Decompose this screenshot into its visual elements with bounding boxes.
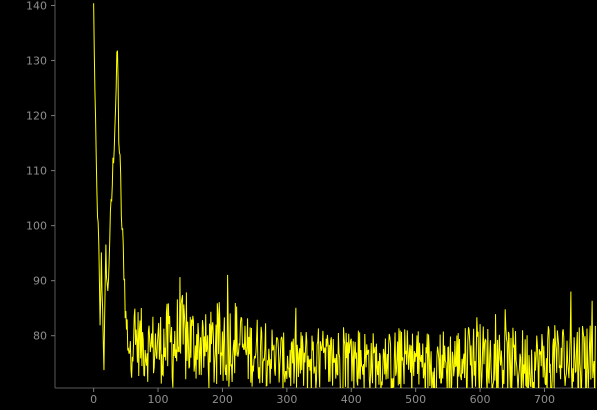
axes	[51, 0, 596, 392]
x-tick-label: 100	[148, 393, 169, 406]
x-tick-label: 500	[405, 393, 426, 406]
y-tick-label: 130	[26, 55, 47, 68]
x-tick-label: 600	[470, 393, 491, 406]
x-tick-label: 300	[276, 393, 297, 406]
y-tick-label: 90	[33, 275, 47, 288]
x-tick-label: 400	[341, 393, 362, 406]
series-line-1	[93, 3, 596, 388]
tick-labels: 0 100 200 300 400 500 600 700 80 90 100 110 120 130 14…	[26, 0, 555, 406]
y-tick-label: 80	[33, 330, 47, 343]
y-tick-label: 100	[26, 220, 47, 233]
y-tick-label: 110	[26, 165, 47, 178]
y-tick-label: 140	[26, 0, 47, 13]
x-tick-label: 700	[534, 393, 555, 406]
series-layer	[93, 3, 596, 388]
y-tick-label: 120	[26, 110, 47, 123]
x-tick-label: 0	[90, 393, 97, 406]
x-tick-label: 200	[212, 393, 233, 406]
